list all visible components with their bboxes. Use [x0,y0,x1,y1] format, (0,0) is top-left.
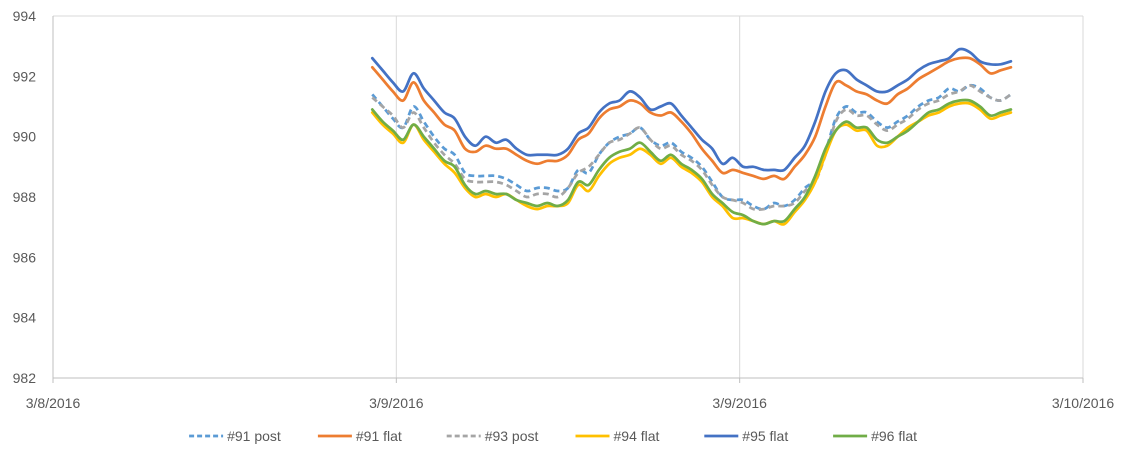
legend-label: #93 post [485,428,539,444]
legend-item-series-95-flat: #95 flat [704,428,788,444]
grid-lines [53,15,1084,378]
x-tick-label: 3/10/2016 [1052,395,1114,411]
legend-label: #91 post [227,428,281,444]
axes: 982 984 986 988 990 992 994 3/8/2016 3/9/2016 3/9… [13,8,1115,411]
legend-item-series-94-flat: #94 flat [575,428,660,444]
legend-item-series-93-post: #93 post [446,428,539,444]
series-94-flat-line [370,101,1013,226]
x-tick-label: 3/8/2016 [26,395,81,411]
y-tick-label: 992 [13,68,37,84]
series-91-flat-line [370,56,1013,181]
x-tick-label: 3/9/2016 [712,395,767,411]
series-lines [370,47,1013,226]
legend-label: #94 flat [614,428,660,444]
y-tick-label: 988 [13,189,37,205]
legend-item-series-91-flat: #91 flat [317,428,402,444]
y-tick-label: 984 [13,310,37,326]
legend-label: #95 flat [742,428,788,444]
y-tick-label: 982 [13,370,37,386]
legend-label: #96 flat [871,428,917,444]
legend-item-series-96-flat: #96 flat [833,428,917,444]
y-tick-label: 986 [13,249,37,265]
series-96-flat-line [370,98,1013,226]
legend-label: #91 flat [356,428,402,444]
series-91-post-line [371,83,1012,211]
legend-item-series-91-post: #91 post [189,428,281,444]
y-tick-label: 994 [13,8,37,24]
x-tick-label: 3/9/2016 [369,395,424,411]
y-tick-label: 990 [13,129,37,145]
legend: #91 post #91 flat #93 post #94 flat #95 flat… [189,428,917,444]
series-95-flat-line [370,47,1013,173]
series-93-post-line [371,84,1012,212]
